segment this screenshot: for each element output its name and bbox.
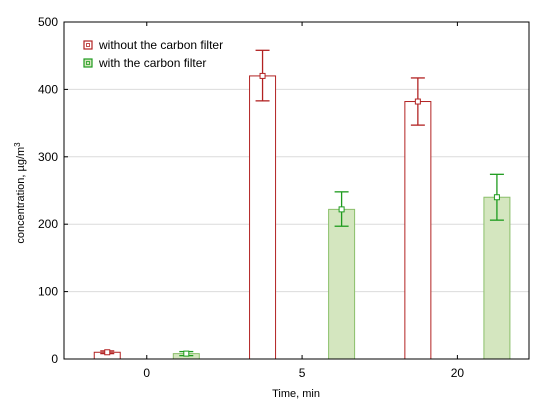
plot-frame	[63, 21, 530, 360]
bar	[483, 196, 511, 360]
x-axis-ticks: 0 5 20	[143, 22, 464, 380]
legend: without the carbon filter with the carbo…	[83, 38, 223, 70]
legend-item-with-filter: with the carbon filter	[83, 56, 206, 70]
y-tick-label: 100	[38, 285, 58, 299]
x-axis-label: Time, min	[272, 388, 320, 400]
bar	[404, 101, 432, 360]
x-tick-label: 0	[143, 366, 150, 380]
y-axis-label-main: concentration, µg/m	[15, 147, 27, 244]
x-tick-label: 5	[299, 366, 306, 380]
y-tick-label: 500	[38, 15, 58, 29]
legend-swatch-without-filter	[83, 40, 93, 50]
legend-item-without-filter: without the carbon filter	[83, 38, 223, 52]
x-tick-label: 20	[451, 366, 465, 380]
data-point-marker	[414, 98, 421, 105]
y-axis-label-superscript: 3	[13, 142, 22, 147]
grid-lines	[64, 88, 529, 293]
data-point-marker	[183, 350, 190, 357]
legend-label-without-filter: without the carbon filter	[98, 38, 223, 52]
bar	[249, 75, 277, 360]
legend-label-with-filter: with the carbon filter	[98, 56, 206, 70]
y-tick-label: 200	[38, 217, 58, 231]
data-point-marker	[338, 206, 345, 213]
error-bars	[100, 49, 504, 357]
y-tick-label: 400	[38, 82, 58, 96]
legend-marker-with-filter	[86, 61, 90, 65]
data-point-marker	[493, 194, 500, 201]
legend-swatch-with-filter	[83, 58, 93, 68]
y-tick-label: 0	[51, 352, 58, 366]
data-point-marker	[259, 72, 266, 79]
y-axis-ticks: 0 100 200 300 400 500	[38, 15, 68, 366]
data-point-marker	[104, 349, 111, 356]
bars	[93, 75, 511, 360]
legend-marker-without-filter	[86, 43, 90, 47]
y-tick-label: 300	[38, 150, 58, 164]
y-axis-label: concentration, µg/m3	[13, 142, 27, 244]
bar	[328, 208, 356, 360]
